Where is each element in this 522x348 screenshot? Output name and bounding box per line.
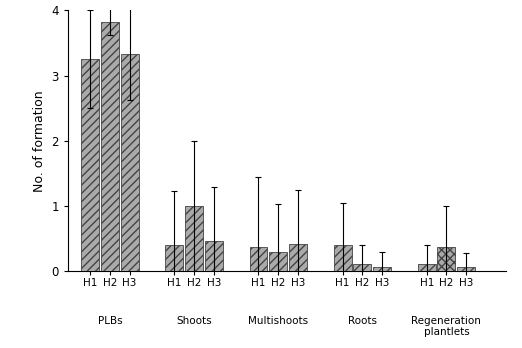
Bar <box>81 60 99 271</box>
Bar <box>353 264 371 271</box>
Y-axis label: No. of formation: No. of formation <box>33 90 46 192</box>
Text: Shoots: Shoots <box>176 316 212 326</box>
Text: Multishoots: Multishoots <box>248 316 308 326</box>
Bar <box>457 267 475 271</box>
Text: Regeneration
plantlets: Regeneration plantlets <box>411 316 481 338</box>
Bar <box>250 247 267 271</box>
Bar <box>418 264 436 271</box>
Bar <box>289 244 307 271</box>
Bar <box>373 267 391 271</box>
Bar <box>121 54 138 271</box>
Bar <box>205 241 223 271</box>
Bar <box>101 22 119 271</box>
Bar <box>437 247 455 271</box>
Text: Roots: Roots <box>348 316 377 326</box>
Bar <box>334 245 351 271</box>
Bar <box>185 206 203 271</box>
Bar <box>269 252 287 271</box>
Text: PLBs: PLBs <box>98 316 122 326</box>
Bar <box>165 245 183 271</box>
